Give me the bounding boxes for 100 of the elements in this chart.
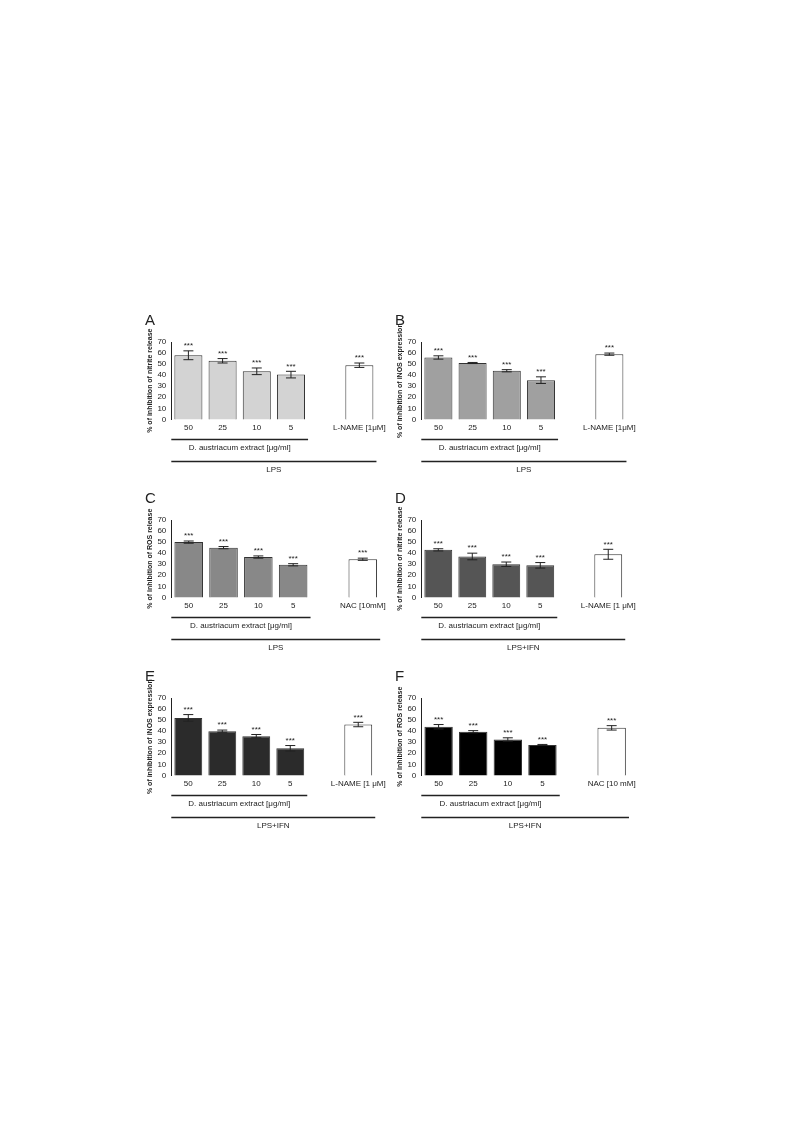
x-tick-label: 10 — [503, 779, 513, 789]
annotation: *** — [218, 536, 229, 546]
y-tick-label: 40 — [407, 548, 417, 558]
y-tick-label: 0 — [161, 414, 167, 424]
x-tick-label: 5 — [538, 601, 544, 611]
x-tick-label: L-NAME [1 μM] — [330, 779, 386, 789]
y-tick-label: 50 — [407, 537, 417, 547]
x-tick-label: 50 — [434, 779, 444, 789]
y-tick-label: 50 — [157, 715, 167, 725]
annotation: *** — [535, 552, 545, 562]
text: D. austriacum extract [μg/ml] — [439, 798, 542, 808]
y-tick-label: 20 — [407, 392, 417, 402]
y-tick-label: 70 — [407, 337, 417, 347]
x-tick-label: 10 — [502, 423, 512, 433]
y-tick-label: 70 — [407, 515, 417, 525]
y-tick-label: 20 — [407, 748, 417, 758]
y-tick-label: 20 — [157, 748, 167, 758]
x-tick-label: L-NAME [1μM] — [333, 423, 386, 433]
annotation: *** — [251, 724, 261, 734]
y-tick-label: 60 — [157, 526, 167, 536]
annotation: *** — [286, 361, 296, 371]
y-tick-label: 10 — [157, 403, 167, 413]
x-tick-label: 5 — [288, 779, 294, 789]
y-tick-label: 10 — [157, 759, 167, 769]
x-tick-label: 25 — [217, 779, 228, 789]
text: LPS+IFN — [508, 820, 542, 830]
x-tick-label: 50 — [183, 779, 194, 789]
annotation: *** — [353, 712, 363, 722]
annotation: *** — [606, 715, 617, 725]
chart-title: D — [395, 489, 406, 507]
text: LPS — [268, 642, 284, 652]
text: LPS+IFN — [256, 820, 290, 830]
x-tick-label: 10 — [501, 601, 512, 611]
y-tick-label: 70 — [157, 337, 167, 347]
y-tick-label: 0 — [411, 592, 417, 602]
x-tick-label: 50 — [183, 423, 194, 433]
y-tick-label: 20 — [157, 392, 167, 402]
y-tick-label: 50 — [407, 715, 417, 725]
x-tick-label: 5 — [538, 423, 544, 433]
y-tick-label: 0 — [411, 414, 417, 424]
y-tick-label: 40 — [407, 370, 417, 380]
y-tick-label: 0 — [161, 592, 167, 602]
x-tick-label: L-NAME [1μM] — [583, 423, 636, 433]
text: LPS — [516, 464, 532, 474]
text: D. austriacum extract [μg/ml] — [438, 442, 541, 452]
annotation: *** — [503, 728, 513, 738]
annotation: *** — [253, 546, 263, 556]
y-tick-label: 10 — [157, 581, 167, 591]
annotation: *** — [502, 359, 512, 369]
y-tick-label: 20 — [407, 570, 417, 580]
y-tick-label: 30 — [407, 737, 417, 747]
x-tick-label: 25 — [218, 423, 228, 433]
text: D. austriacum extract [μg/ml] — [188, 798, 291, 808]
x-tick-label: 50 — [184, 601, 194, 611]
annotation: *** — [603, 539, 613, 549]
annotation: *** — [217, 348, 228, 358]
annotation: *** — [433, 714, 444, 724]
y-tick-label: 60 — [407, 704, 417, 714]
annotation: *** — [184, 531, 194, 541]
y-tick-label: 70 — [407, 693, 417, 703]
y-tick-label: 30 — [407, 559, 417, 569]
x-tick-label: 5 — [290, 601, 296, 611]
y-tick-label: 50 — [407, 359, 417, 369]
x-tick-label: 25 — [468, 423, 478, 433]
y-tick-label: 0 — [411, 770, 417, 780]
y-tick-label: 30 — [407, 381, 417, 391]
text: LPS+IFN — [506, 642, 540, 652]
annotation: *** — [217, 720, 227, 730]
x-tick-label: 5 — [540, 779, 546, 789]
annotation: *** — [252, 358, 262, 368]
annotation: *** — [354, 353, 365, 363]
y-tick-label: 10 — [407, 759, 417, 769]
x-tick-label: 50 — [433, 601, 444, 611]
x-tick-label: NAC [10mM] — [339, 601, 386, 611]
x-tick-label: 10 — [251, 779, 262, 789]
y-tick-label: 60 — [157, 704, 167, 714]
y-tick-label: 70 — [157, 515, 167, 525]
x-tick-label: 25 — [467, 601, 478, 611]
x-tick-label: 10 — [252, 423, 262, 433]
annotation: *** — [501, 552, 511, 562]
y-tick-label: 60 — [407, 526, 417, 536]
annotation: *** — [604, 343, 615, 353]
annotation: *** — [183, 704, 193, 714]
x-tick-label: NAC [10 mM] — [587, 779, 636, 789]
y-tick-label: 30 — [157, 737, 167, 747]
x-tick-label: 25 — [219, 601, 229, 611]
x-tick-label: 5 — [288, 423, 294, 433]
y-tick-label: 70 — [157, 693, 167, 703]
text: D. austriacum extract [μg/ml] — [188, 442, 291, 452]
y-tick-label: 40 — [407, 726, 417, 736]
y-tick-label: 50 — [157, 359, 167, 369]
annotation: *** — [537, 734, 548, 744]
text: LPS — [266, 464, 282, 474]
annotation: *** — [183, 341, 194, 351]
x-tick-label: 25 — [468, 779, 479, 789]
chart-title: C — [145, 489, 156, 507]
y-tick-label: 20 — [157, 570, 167, 580]
annotation: *** — [467, 352, 478, 362]
x-tick-label: 10 — [253, 601, 264, 611]
x-tick-label: L-NAME [1 μM] — [580, 601, 636, 611]
